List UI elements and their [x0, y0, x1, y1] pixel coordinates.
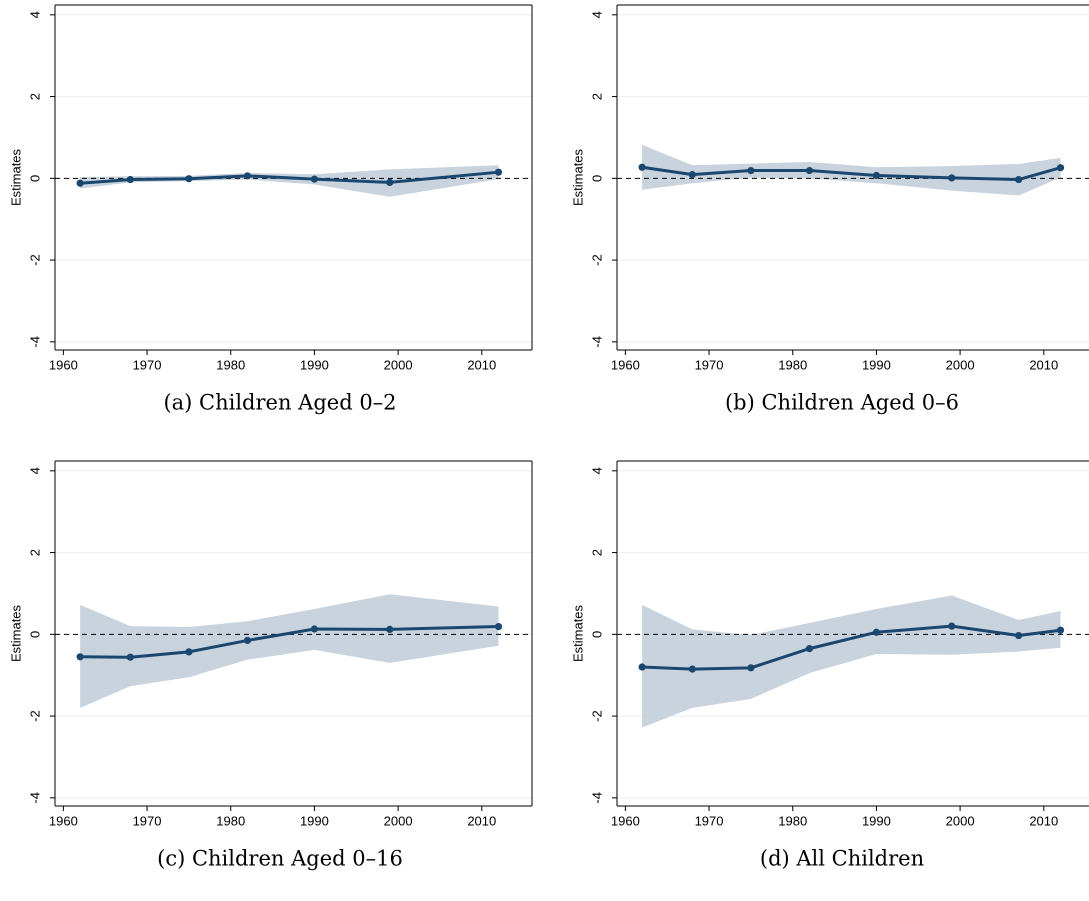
x-tick-label: 1970 [133, 813, 162, 828]
estimate-point [185, 175, 193, 183]
x-tick-label: 1990 [300, 813, 329, 828]
estimate-point [948, 174, 956, 182]
y-tick-label: -4 [27, 792, 42, 804]
confidence-band [80, 165, 499, 197]
y-tick-label: 2 [27, 549, 42, 556]
estimate-point [948, 622, 956, 630]
caption: (c) Children Aged 0–16 [157, 847, 403, 871]
estimate-point [872, 171, 881, 180]
estimate-line [642, 624, 1061, 671]
y-tick-label: 4 [27, 467, 42, 474]
y-tick-label: -2 [27, 254, 42, 266]
x-tick-label: 2010 [467, 813, 496, 828]
x-tick-label: 1990 [862, 813, 891, 828]
estimate-point [638, 163, 646, 171]
x-tick-label: 1980 [216, 357, 245, 372]
y-tick-label: -4 [589, 792, 604, 804]
x-tick-label: 2000 [946, 813, 975, 828]
caption: (b) Children Aged 0–6 [725, 391, 959, 415]
x-tick-label: 1980 [216, 813, 245, 828]
panel: -4 -2 0 2 4 1960 1970 1980 1990 2000 2010 Estimates… [570, 460, 1089, 871]
y-tick-label: 4 [589, 467, 604, 474]
estimate-point [243, 636, 252, 645]
estimate-point [494, 622, 503, 631]
y-axis-title: Estimates [570, 604, 585, 662]
x-tick-label: 1970 [695, 813, 724, 828]
estimate-point [1015, 631, 1023, 640]
x-tick-label: 2000 [946, 357, 975, 372]
x-tick-label: 1960 [49, 357, 78, 372]
estimate-point [1056, 626, 1065, 634]
estimate-point [185, 648, 193, 656]
x-tick-label: 2000 [384, 357, 413, 372]
estimate-point [243, 172, 252, 180]
estimate-point [76, 653, 84, 661]
x-tick-label: 1990 [300, 357, 329, 372]
x-tick-label: 2000 [384, 813, 413, 828]
x-tick-label: 1980 [778, 357, 807, 372]
estimate-point [1015, 175, 1023, 184]
x-tick-label: 1960 [611, 357, 640, 372]
panel: -4 -2 0 2 4 1960 1970 1980 1990 2000 2010 Estimates… [8, 4, 533, 415]
y-tick-label: -4 [27, 336, 42, 348]
panel: -4 -2 0 2 4 1960 1970 1980 1990 2000 2010 Estimates… [570, 4, 1089, 415]
y-tick-label: -4 [589, 336, 604, 348]
x-tick-label: 1980 [778, 813, 807, 828]
y-tick-label: -2 [27, 710, 42, 722]
estimate-point [310, 175, 319, 183]
x-tick-label: 1990 [862, 357, 891, 372]
confidence-band [80, 594, 499, 708]
estimate-point [747, 166, 755, 175]
y-axis-title: Estimates [8, 148, 23, 206]
x-tick-label: 1970 [695, 357, 724, 372]
estimate-point [688, 665, 696, 673]
y-tick-label: 0 [27, 175, 42, 182]
caption: (d) All Children [760, 847, 924, 871]
estimate-point [310, 625, 319, 633]
x-tick-label: 2010 [1029, 813, 1058, 828]
y-tick-label: -2 [589, 710, 604, 722]
y-tick-label: 2 [589, 93, 604, 100]
estimate-point [747, 664, 755, 672]
estimate-point [805, 645, 814, 653]
x-tick-label: 2010 [1029, 357, 1058, 372]
estimate-point [126, 653, 134, 661]
confidence-band [642, 144, 1061, 196]
y-tick-label: 2 [27, 93, 42, 100]
y-tick-label: -2 [589, 254, 604, 266]
estimate-point [76, 179, 84, 187]
estimate-point [386, 625, 394, 634]
x-tick-label: 1960 [611, 813, 640, 828]
y-tick-label: 0 [27, 631, 42, 638]
estimate-line [641, 165, 1061, 182]
estimate-point [126, 175, 134, 184]
y-tick-label: 0 [589, 631, 604, 638]
estimate-point [638, 663, 646, 671]
x-tick-label: 1960 [49, 813, 78, 828]
confidence-band [642, 595, 1061, 728]
y-tick-label: 0 [589, 175, 604, 182]
estimate-point [688, 171, 696, 179]
x-tick-label: 2010 [467, 357, 496, 372]
estimate-point [386, 178, 394, 187]
caption: (a) Children Aged 0–2 [163, 391, 396, 415]
y-axis-title: Estimates [570, 148, 585, 206]
estimate-point [1056, 164, 1065, 172]
y-tick-label: 2 [589, 549, 604, 556]
estimate-point [872, 628, 881, 636]
y-tick-label: 4 [589, 11, 604, 18]
panel: -4 -2 0 2 4 1960 1970 1980 1990 2000 2010 Estimates… [8, 460, 533, 871]
y-tick-label: 4 [27, 11, 42, 18]
estimate-point [805, 166, 814, 175]
y-axis-title: Estimates [8, 604, 23, 662]
x-tick-label: 1970 [133, 357, 162, 372]
estimate-point [494, 168, 503, 176]
